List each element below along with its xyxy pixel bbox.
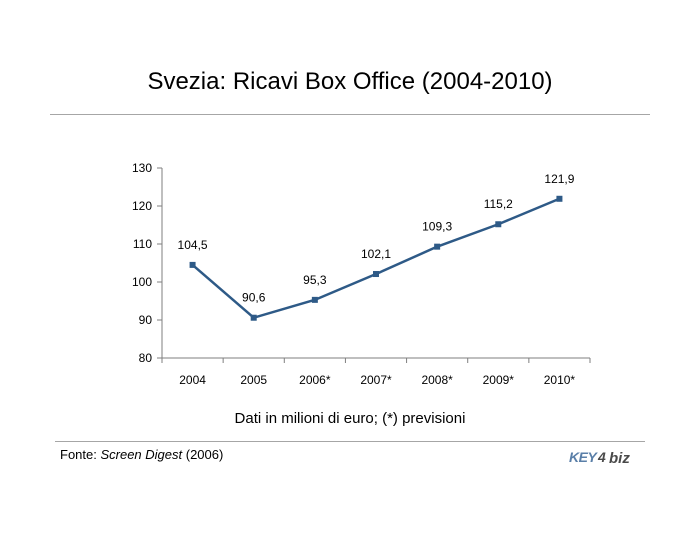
source-prefix: Fonte:: [60, 447, 101, 462]
x-tick-label: 2010*: [544, 373, 576, 387]
chart-caption: Dati in milioni di euro; (*) previsioni: [234, 410, 466, 427]
y-tick-label: 120: [132, 199, 152, 213]
x-tick-label: 2005: [240, 373, 267, 387]
data-label: 95,3: [303, 273, 327, 287]
data-label: 121,9: [544, 172, 574, 186]
data-labels: 104,5 90,6 95,3 102,1 109,3 115,2 121,9: [178, 172, 575, 305]
x-tick-label: 2004: [179, 373, 206, 387]
logo-text-key: KEY: [569, 449, 598, 465]
chart-title: Svezia: Ricavi Box Office (2004-2010): [147, 68, 553, 95]
data-label: 109,3: [422, 220, 452, 234]
source-publication: Screen Digest: [100, 447, 183, 462]
data-label: 102,1: [361, 247, 391, 261]
data-point: [311, 296, 318, 303]
line-chart: 80 90 100 110 120 130 2004 2005 2006* 2007* 2008*…: [132, 161, 591, 387]
logo-text-4: 4: [597, 449, 606, 465]
data-label: 90,6: [242, 291, 266, 305]
data-point: [434, 243, 441, 250]
y-axis-ticks: 80 90 100 110 120 130: [132, 161, 162, 365]
source-note: Fonte: Screen Digest (2006): [60, 447, 223, 462]
y-tick-label: 130: [132, 161, 152, 175]
footer-divider: [55, 441, 645, 442]
data-label: 115,2: [484, 197, 513, 211]
y-tick-label: 110: [133, 237, 152, 251]
x-tick-label: 2008*: [421, 373, 453, 387]
source-suffix: (2006): [182, 447, 224, 462]
x-tick-label: 2009*: [483, 373, 515, 387]
y-tick-label: 90: [139, 313, 153, 327]
logo-text-biz: biz: [609, 450, 630, 467]
data-point: [189, 261, 196, 268]
key4biz-logo: KEY 4 biz: [569, 449, 630, 467]
series-line-group: [189, 195, 563, 321]
data-point: [373, 271, 379, 278]
data-point: [495, 221, 502, 228]
y-tick-label: 80: [139, 351, 153, 365]
data-label: 104,5: [178, 238, 208, 252]
data-point: [556, 195, 563, 202]
x-axis-ticks: 2004 2005 2006* 2007* 2008* 2009* 2010*: [161, 358, 591, 387]
x-tick-label: 2007*: [360, 373, 392, 387]
data-point: [250, 314, 257, 321]
y-tick-label: 100: [132, 275, 152, 289]
x-tick-label: 2006*: [299, 373, 331, 387]
title-divider: [50, 114, 650, 115]
chart-axes: [161, 168, 590, 359]
